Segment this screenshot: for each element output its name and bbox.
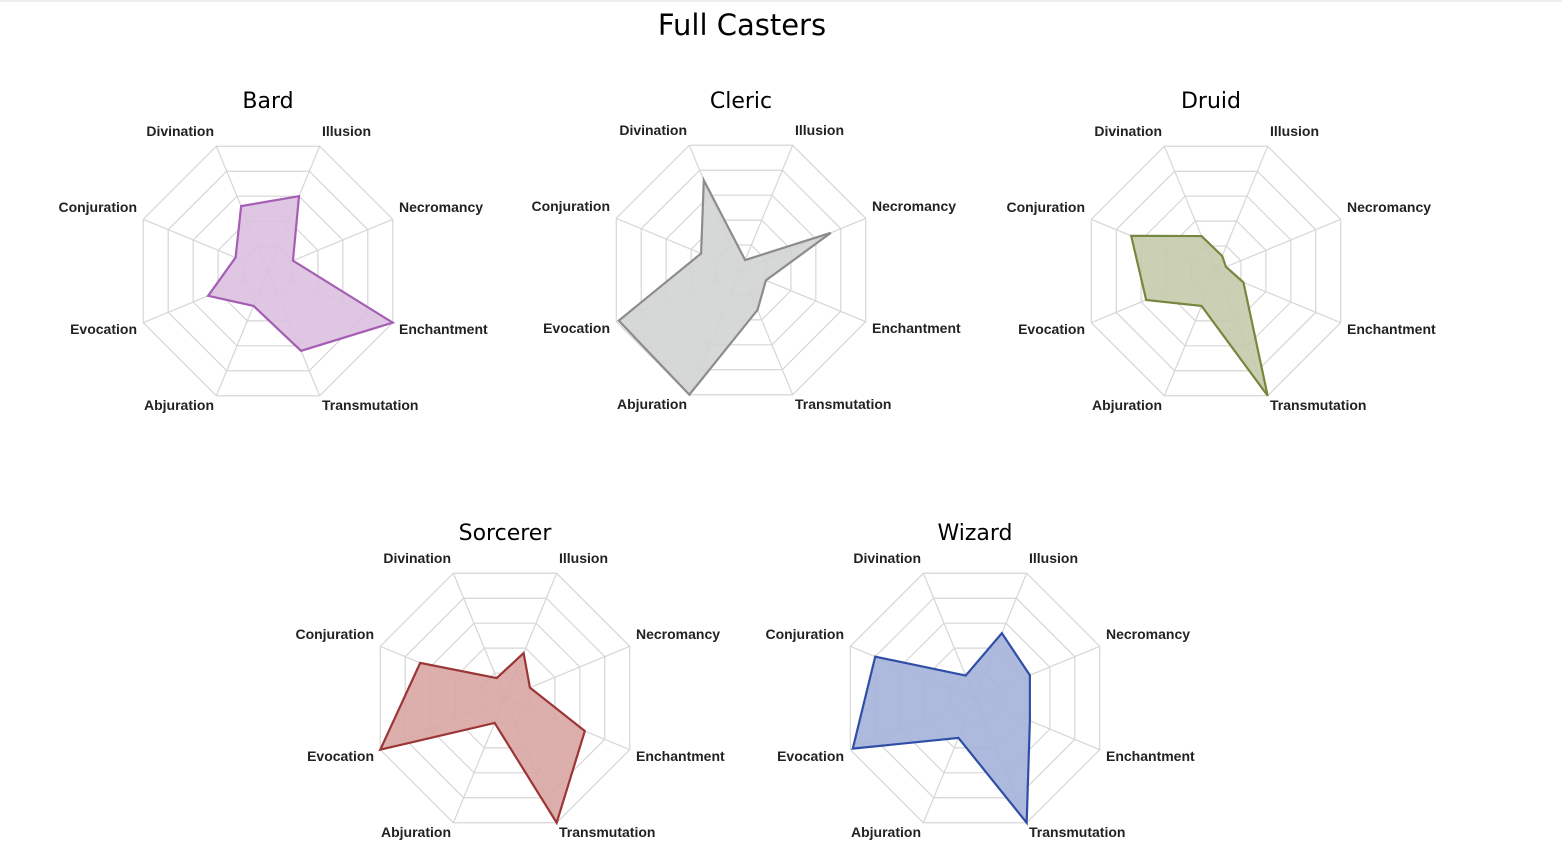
- chart-title-bard: Bard: [242, 89, 294, 114]
- axis-label-illusion: Illusion: [795, 122, 844, 138]
- axis-label-divination: Divination: [619, 122, 687, 138]
- axis-label-illusion: Illusion: [1029, 550, 1078, 566]
- chart-title-druid: Druid: [1180, 89, 1241, 114]
- axis-label-illusion: Illusion: [559, 550, 608, 566]
- series-area: [617, 175, 832, 397]
- radar-wizard: Divination Illusion Necromancy Enchantment T…: [765, 550, 1195, 840]
- page-title: Full Casters: [657, 8, 827, 42]
- axis-label-transmutation: Transmutation: [1270, 397, 1366, 413]
- radar-sorcerer: Divination Illusion Necromancy Enchantment T…: [295, 550, 725, 840]
- axis-label-divination: Divination: [383, 550, 451, 566]
- axis-label-evocation: Evocation: [1018, 321, 1085, 337]
- series-area: [206, 194, 396, 353]
- axis-label-conjuration: Conjuration: [765, 626, 844, 642]
- chart-title-wizard: Wizard: [937, 521, 1013, 546]
- axis-label-evocation: Evocation: [777, 748, 844, 764]
- axis-label-abjuration: Abjuration: [1092, 397, 1162, 413]
- axis-label-conjuration: Conjuration: [531, 198, 610, 214]
- axis-label-abjuration: Abjuration: [144, 397, 214, 413]
- radar-druid: Divination Illusion Necromancy Enchantment T…: [1006, 123, 1436, 413]
- axis-label-enchantment: Enchantment: [1106, 748, 1195, 764]
- series-area: [851, 631, 1031, 826]
- axis-label-enchantment: Enchantment: [636, 748, 725, 764]
- axis-label-enchantment: Enchantment: [399, 321, 488, 337]
- radar-bard: Divination Illusion Necromancy Enchantment T…: [58, 123, 488, 413]
- axis-label-enchantment: Enchantment: [872, 320, 961, 336]
- axis-label-enchantment: Enchantment: [1347, 321, 1436, 337]
- axis-label-transmutation: Transmutation: [1029, 824, 1125, 840]
- axis-label-abjuration: Abjuration: [617, 396, 687, 412]
- axis-label-divination: Divination: [853, 550, 921, 566]
- axis-label-divination: Divination: [1094, 123, 1162, 139]
- axis-label-illusion: Illusion: [322, 123, 371, 139]
- axis-label-transmutation: Transmutation: [559, 824, 655, 840]
- grid-spoke: [1215, 146, 1269, 272]
- chart-title-sorcerer: Sorcerer: [458, 521, 552, 546]
- axis-label-evocation: Evocation: [543, 320, 610, 336]
- axis-label-necromancy: Necromancy: [636, 626, 720, 642]
- series-area: [1129, 234, 1269, 397]
- axis-label-conjuration: Conjuration: [295, 626, 374, 642]
- axis-label-necromancy: Necromancy: [1106, 626, 1190, 642]
- top-divider: [0, 0, 1562, 2]
- series-area: [378, 650, 587, 826]
- axis-label-divination: Divination: [146, 123, 214, 139]
- axis-label-abjuration: Abjuration: [851, 824, 921, 840]
- grid-spoke: [740, 145, 794, 271]
- axis-label-evocation: Evocation: [307, 748, 374, 764]
- axis-label-necromancy: Necromancy: [1347, 199, 1431, 215]
- axis-label-transmutation: Transmutation: [322, 397, 418, 413]
- chart-title-cleric: Cleric: [709, 89, 773, 114]
- axis-label-necromancy: Necromancy: [399, 199, 483, 215]
- axis-label-conjuration: Conjuration: [1006, 199, 1085, 215]
- axis-label-abjuration: Abjuration: [381, 824, 451, 840]
- axis-label-transmutation: Transmutation: [795, 396, 891, 412]
- grid-spoke: [1215, 218, 1341, 272]
- axis-label-necromancy: Necromancy: [872, 198, 956, 214]
- axis-label-conjuration: Conjuration: [58, 199, 137, 215]
- axis-label-illusion: Illusion: [1270, 123, 1319, 139]
- axis-label-evocation: Evocation: [70, 321, 137, 337]
- radar-cleric: Divination Illusion Necromancy Enchantment T…: [531, 122, 961, 412]
